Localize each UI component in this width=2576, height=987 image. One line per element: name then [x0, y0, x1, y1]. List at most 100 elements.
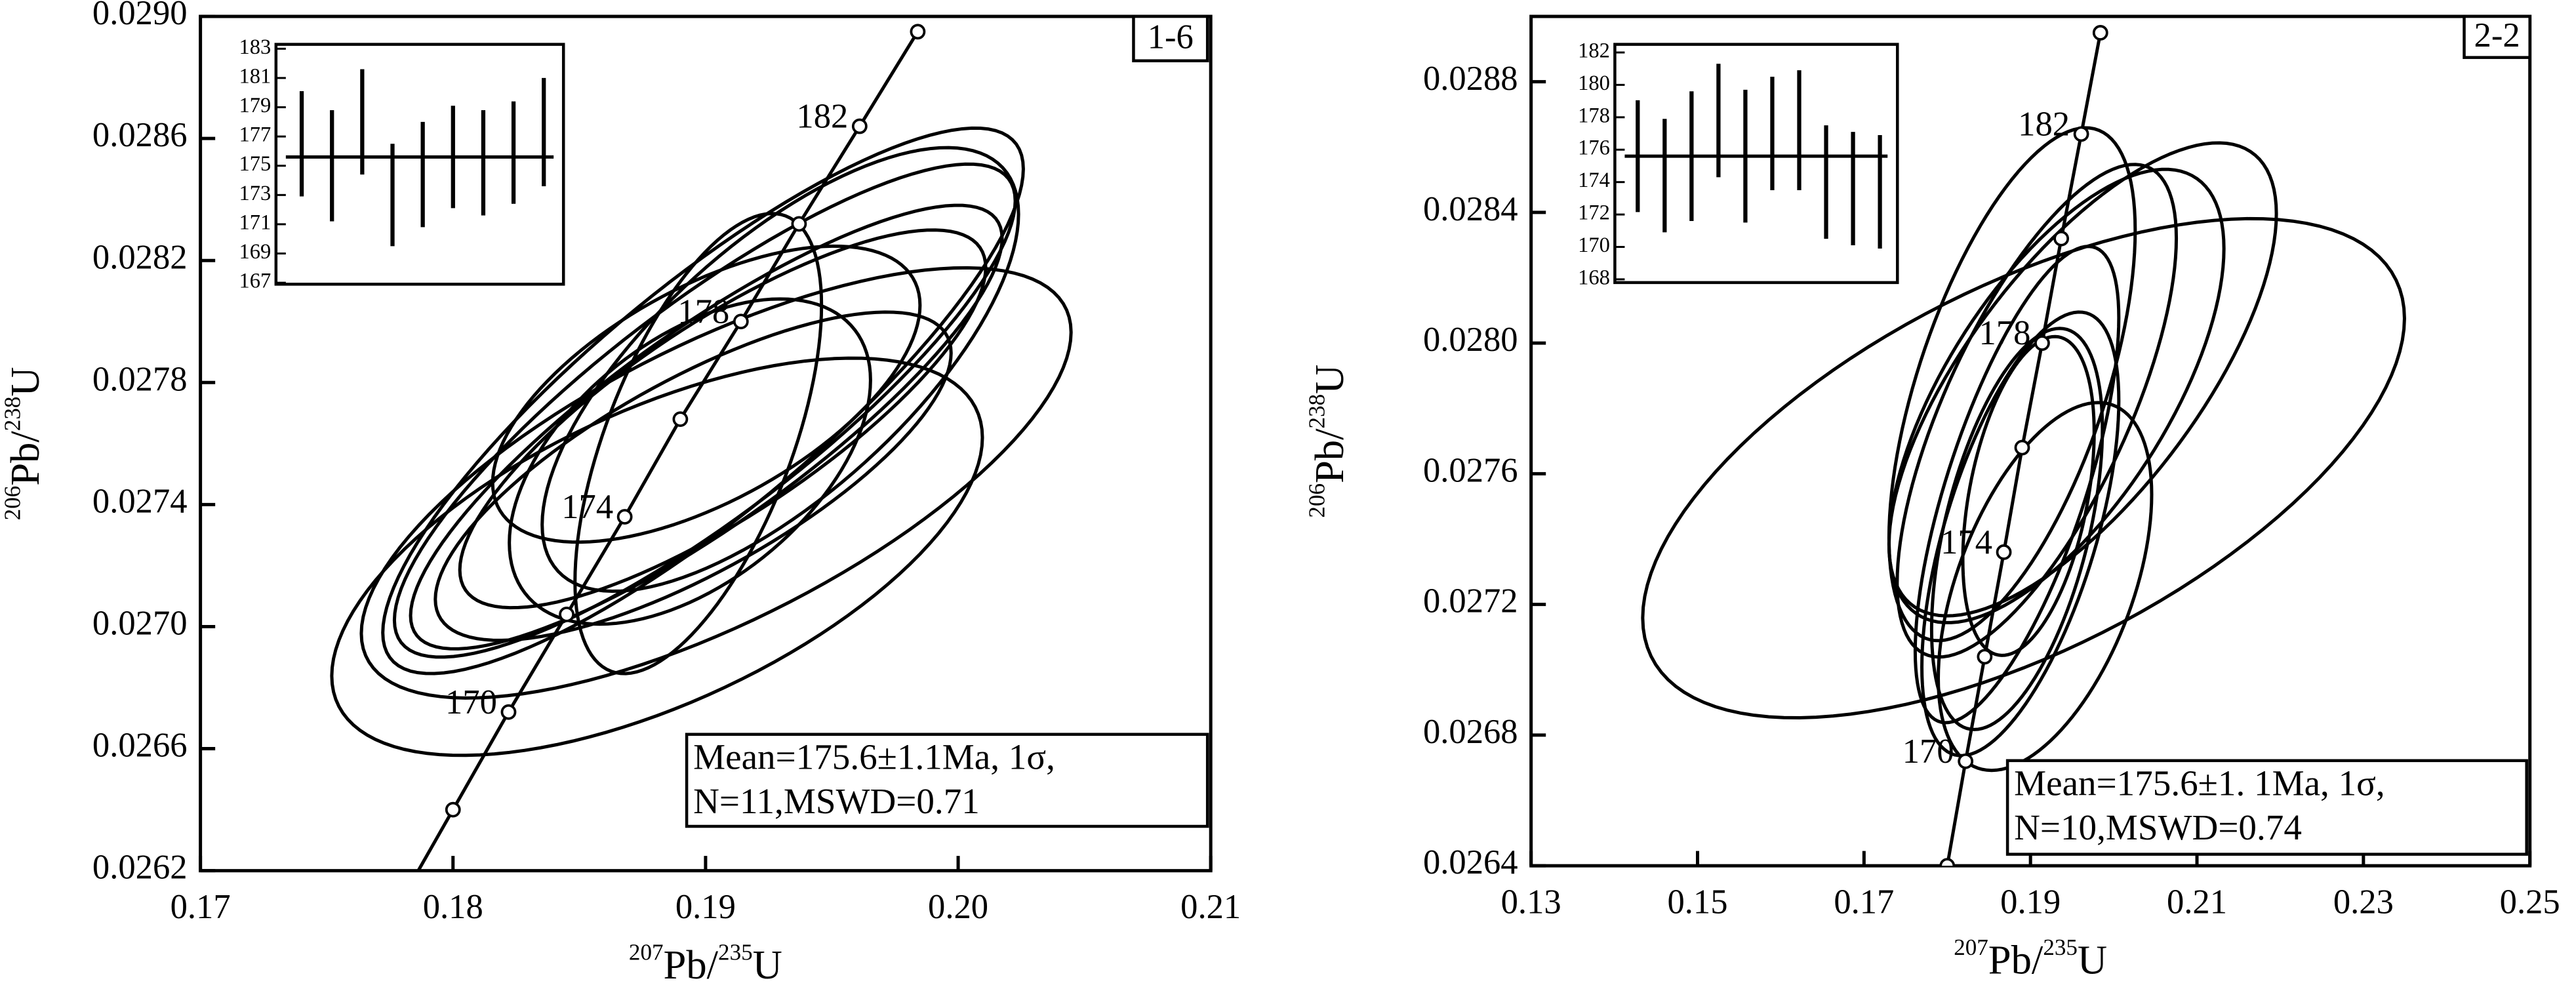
axis-label-superscript: 207 [1954, 935, 1988, 960]
axis-label-part: Pb/ [664, 942, 719, 987]
inset-tick-label: 176 [1578, 136, 1610, 160]
ellipses [330, 126, 1073, 757]
annotation-text: N=10,MSWD=0.74 [2014, 807, 2302, 847]
concordia-chart: 0.13 0.15 0.17 0.19 0.21 0.23 0.25 0.0264 0.0268… [1304, 14, 2560, 983]
inset-tick-label: 174 [1578, 169, 1610, 192]
axis-label-superscript: 238 [0, 397, 26, 432]
annotation-text: Mean=175.6±1.1Ma, 1σ, [693, 736, 1055, 776]
x-tick-label: 0.23 [2333, 883, 2394, 921]
inset-tick-label: 177 [239, 123, 271, 147]
axis-label-part: U [2078, 937, 2107, 983]
axis-label: 207Pb/235U [629, 939, 782, 987]
x-tick-label: 0.25 [2500, 883, 2560, 921]
concordia-curve [416, 24, 926, 871]
x-tick-label: 0.19 [675, 888, 736, 926]
ellipses [1641, 126, 2406, 773]
concordia-point [2034, 335, 2050, 352]
concordia-point [445, 801, 461, 818]
annotation-box [685, 733, 1209, 828]
concordia-curve [1939, 25, 2108, 866]
concordia-point [2014, 439, 2030, 456]
inset-tick-label: 180 [1578, 71, 1610, 95]
inset: 167 169 171 173 175 177 179 181 183 [239, 35, 565, 293]
concordia-chart: 0.17 0.18 0.19 0.20 0.21 0.0262 0.0266 0.0270 0.… [0, 0, 1241, 987]
inset-tick-label: 178 [1578, 104, 1610, 127]
y-tick-label: 0.0274 [92, 482, 188, 520]
axis-label-superscript: 235 [2043, 935, 2078, 960]
concordia-point [851, 118, 868, 134]
error-ellipse [392, 162, 1017, 659]
y-tick-label: 0.0262 [92, 849, 188, 887]
x-tick-label: 0.20 [928, 888, 988, 926]
age-label: 170 [445, 683, 497, 721]
axis-label: 207Pb/235U [1954, 935, 2107, 983]
annotation-text: N=11,MSWD=0.71 [693, 781, 980, 821]
y-tick-label: 0.0268 [1423, 713, 1518, 751]
concordia-point [1977, 649, 1993, 665]
y-tick-label: 0.0264 [1423, 843, 1518, 881]
inset-tick-label: 175 [239, 152, 271, 176]
concordia-point [791, 216, 807, 232]
axis-label-superscript: 235 [718, 939, 753, 965]
y-tick-label: 0.0270 [92, 605, 188, 643]
axis-label-superscript: 206 [1304, 483, 1330, 518]
concordia-point [2073, 126, 2089, 142]
inset-tick-label: 168 [1578, 266, 1610, 289]
sample-label: 1-6 [1148, 18, 1194, 56]
y-tick-label: 0.0286 [92, 116, 188, 154]
x-tick-label: 0.21 [2167, 883, 2227, 921]
concordia-point [2092, 25, 2108, 41]
concordia-point [616, 509, 633, 525]
axis-label: 206Pb/238U [1304, 365, 1353, 518]
error-ellipse [491, 244, 922, 544]
x-tick-label: 0.17 [1834, 883, 1894, 921]
error-ellipse [573, 212, 824, 675]
y-tick-label: 0.0282 [92, 238, 188, 276]
axis-label-part: Pb/ [2, 431, 48, 486]
error-ellipse [458, 228, 988, 610]
error-ellipse [330, 356, 984, 757]
error-ellipse [1895, 163, 2179, 659]
x-tick-label: 0.18 [423, 888, 483, 926]
x-tick-label: 0.19 [2000, 883, 2061, 921]
concordia-extension [416, 809, 454, 871]
inset-frame [1613, 43, 1899, 285]
inset-tick-label: 170 [1578, 233, 1610, 257]
error-ellipse [359, 266, 1073, 700]
concordia-point [910, 24, 926, 40]
error-ellipse [1913, 245, 2121, 725]
x-tick-label: 0.15 [1667, 883, 1727, 921]
error-ellipse [433, 310, 953, 642]
inset-tick-label: 183 [239, 35, 271, 59]
axis-label-superscript: 206 [0, 486, 26, 521]
axis-label-part: U [1306, 365, 1352, 394]
y-tick-label: 0.0276 [1423, 451, 1518, 489]
error-ellipse [1641, 216, 2406, 719]
y-tick-label: 0.0278 [92, 360, 188, 398]
inset-tick-label: 171 [239, 211, 271, 234]
axis-label-part: U [753, 942, 782, 987]
sample-label: 2-2 [2474, 16, 2520, 54]
error-ellipse [540, 146, 1020, 594]
inset-tick-label: 182 [1578, 39, 1610, 62]
inset-tick-label: 172 [1578, 201, 1610, 225]
sample-label-box [1132, 14, 1209, 62]
inset-tick-label: 167 [239, 270, 271, 293]
error-ellipse [409, 203, 1004, 651]
age-label: 178 [677, 292, 729, 331]
concordia-point [2053, 230, 2070, 247]
age-label: 170 [1902, 733, 1954, 771]
error-ellipse [1937, 401, 2154, 773]
inset-tick-label: 181 [239, 64, 271, 88]
inset-tick-label: 173 [239, 182, 271, 205]
concordia-point [672, 411, 689, 428]
error-ellipse [1887, 126, 2137, 643]
concordia-point [559, 606, 574, 622]
concordia-point [1958, 753, 1974, 769]
error-ellipse [508, 297, 872, 626]
age-label: 182 [2018, 105, 2070, 143]
axis-label-part: U [2, 367, 48, 396]
concordia-point [500, 704, 517, 720]
